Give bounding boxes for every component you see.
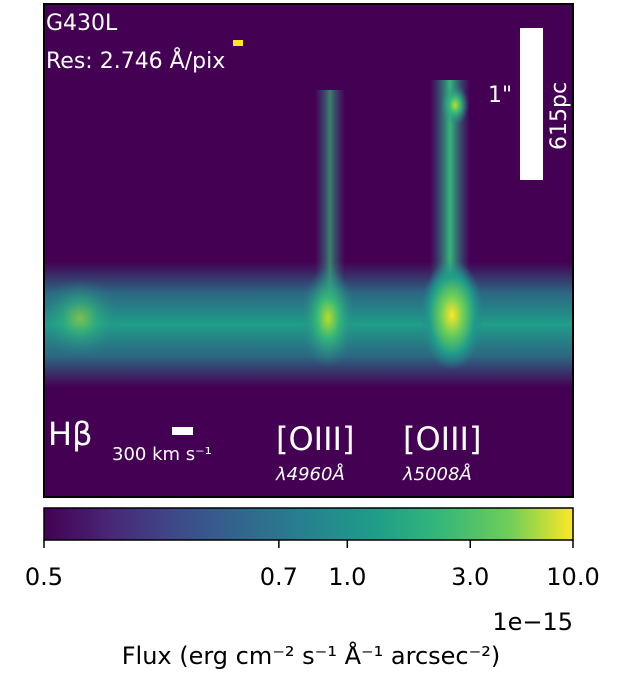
tick-label: 0.5 — [25, 563, 63, 591]
spectrum-image — [40, 3, 574, 498]
line-wavelength: λ4960Å — [275, 463, 345, 485]
velocity-label: 300 km s⁻¹ — [112, 444, 212, 465]
scale-arcsec: 1" — [488, 83, 512, 108]
tick-label: 1.0 — [328, 563, 366, 591]
hbeta-label: Hβ — [48, 415, 92, 453]
tick-label: 3.0 — [451, 563, 489, 591]
offset-text: 1e−15 — [492, 608, 573, 636]
colorbar — [43, 507, 574, 548]
colorbar-label: Flux (erg cm⁻² s⁻¹ Å⁻¹ arcsec⁻²) — [122, 641, 501, 670]
tick-label: 10.0 — [546, 563, 599, 591]
line-label: [OIII] — [276, 420, 354, 458]
line-wavelength: λ5008Å — [402, 463, 472, 485]
grating: G430L — [46, 11, 118, 36]
line-label: [OIII] — [403, 420, 481, 458]
tick-label: 0.7 — [260, 563, 298, 591]
resolution: Res: 2.746 Å/pix — [46, 47, 225, 74]
scale-pc: 615pc — [547, 82, 572, 150]
